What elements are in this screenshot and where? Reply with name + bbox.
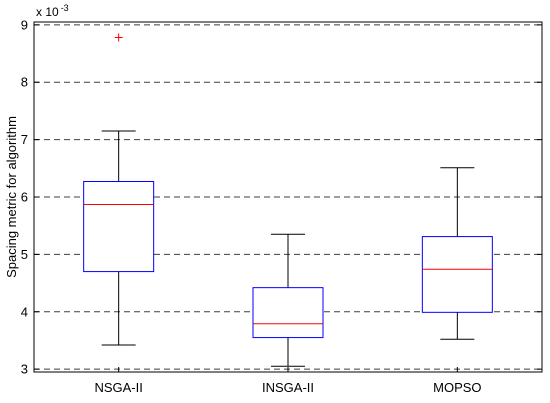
outlier-0	[114, 33, 123, 42]
y-tick-label-7: 7	[21, 132, 28, 147]
iqr-box	[252, 287, 324, 339]
y-tick-label-8: 8	[21, 75, 28, 90]
y-tick-label-3: 3	[21, 362, 28, 377]
iqr-box	[83, 181, 155, 273]
boxplot-nsga-ii	[83, 33, 155, 346]
x-tick-label-mopso: MOPSO	[433, 380, 481, 395]
boxplots	[83, 33, 493, 367]
y-tick-label-6: 6	[21, 190, 28, 205]
y-tick-label-4: 4	[21, 304, 28, 319]
y-axis-multiplier-base: x 10	[36, 5, 59, 19]
y-axis-multiplier: x 10 -3	[36, 3, 69, 19]
x-tick-label-nsga-ii: NSGA-II	[94, 380, 142, 395]
y-axis-multiplier-exponent: -3	[61, 3, 69, 13]
x-axis-ticks: NSGA-II INSGA-II MOPSO	[94, 367, 482, 395]
x-tick-label-insga-ii: INSGA-II	[262, 380, 314, 395]
iqr-box	[421, 236, 493, 313]
y-tick-label-5: 5	[21, 247, 28, 262]
y-axis-label: Spacing metric for algorithm	[4, 116, 19, 278]
boxplot-mopso	[421, 167, 493, 340]
y-tick-label-9: 9	[21, 17, 28, 32]
boxplot-insga-ii	[252, 233, 324, 367]
y-axis-ticks: 3 4 5 6 7 8 9	[21, 17, 542, 377]
